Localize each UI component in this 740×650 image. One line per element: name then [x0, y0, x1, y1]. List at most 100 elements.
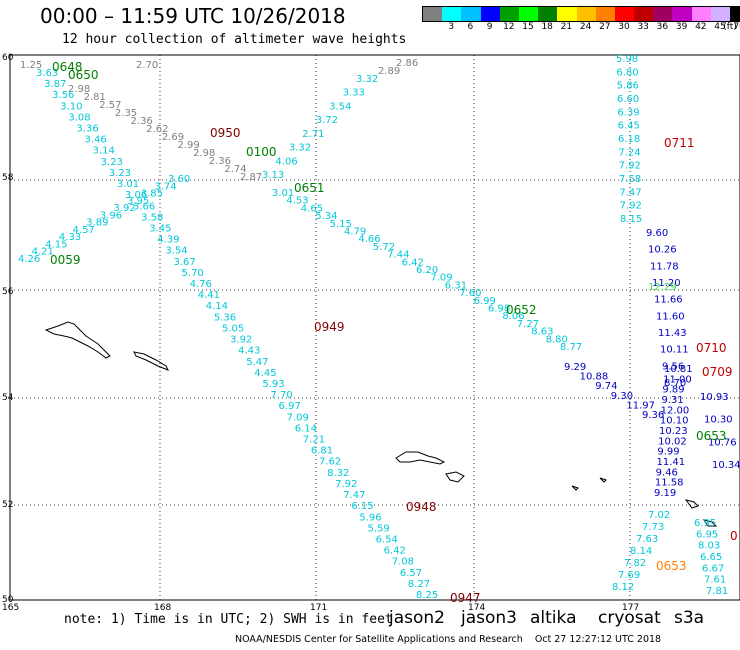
- legend-color-13: [672, 7, 692, 21]
- legend-color-12: [653, 7, 673, 21]
- wave-value-cyan: 6.39: [617, 107, 639, 118]
- wave-value-blue: 10.10: [660, 416, 689, 427]
- wave-value-cyan: 7.60: [459, 288, 481, 299]
- legend-label: 15: [522, 22, 534, 32]
- lat-label: 50: [2, 595, 14, 605]
- wave-value-cyan: 3.66: [133, 201, 155, 212]
- wave-value-cyan: 7.58: [619, 174, 641, 185]
- credit-line: NOAA/NESDIS Center for Satellite Applica…: [235, 634, 661, 645]
- wave-value-blue: 11.97: [626, 400, 655, 411]
- wave-value-blue: 10.93: [700, 392, 729, 403]
- wave-value-cyan: 8.03: [698, 541, 720, 552]
- wave-value-cyan: 8.25: [416, 590, 438, 601]
- credit-agency: NOAA/NESDIS Center for Satellite Applica…: [235, 634, 523, 645]
- legend-label: 18: [541, 22, 553, 32]
- legend-altika: altika: [530, 608, 577, 628]
- legend-label: 39: [675, 22, 688, 32]
- lat-label: 60: [2, 53, 14, 63]
- credit-timestamp: Oct 27 12:27:12 UTC 2018: [534, 634, 662, 645]
- wave-value-cyan: 7.82: [624, 558, 646, 569]
- pass-time-label: 0651: [294, 181, 325, 195]
- legend-color-1: [442, 7, 462, 21]
- wave-value-gray: 2.98: [68, 84, 90, 95]
- wave-value-cyan: 5.86: [617, 81, 639, 92]
- wave-value-blue: 10.11: [660, 345, 689, 356]
- legend-label: 33: [637, 22, 649, 32]
- pass-time-label: 0949: [314, 320, 345, 334]
- wave-value-cyan: 4.06: [275, 156, 297, 167]
- wave-value-blue: 10.23: [659, 426, 688, 437]
- page-subtitle: 12 hour collection of altimeter wave hei…: [62, 32, 407, 47]
- pass-time-label: 0653: [696, 429, 727, 443]
- wave-value-cyan: 3.72: [316, 115, 338, 126]
- wave-value-cyan: 7.47: [619, 187, 641, 198]
- wave-value-cyan: 3.36: [76, 124, 98, 135]
- wave-value-gray: 2.74: [224, 164, 246, 175]
- wave-value-cyan: 6.99: [474, 296, 496, 307]
- legend-label: 12: [503, 22, 515, 32]
- wave-value-cyan: 7.81: [706, 586, 728, 597]
- wave-value-cyan: 5.36: [214, 312, 236, 323]
- pass-time-label: 0653: [656, 559, 687, 573]
- wave-value-cyan: 7.09: [430, 273, 452, 284]
- wave-value-blue: 10.88: [580, 372, 609, 383]
- wave-value-blue: 9.29: [564, 362, 586, 373]
- wave-value-cyan: 4.76: [190, 279, 212, 290]
- pass-time-label: 0711: [664, 136, 695, 150]
- wave-value-cyan: 6.95: [694, 518, 716, 529]
- wave-value-cyan: 6.18: [618, 134, 640, 145]
- wave-value-cyan: 6.20: [416, 265, 438, 276]
- wave-value-gray: 2.35: [115, 108, 137, 119]
- wave-value-cyan: 3.08: [68, 112, 90, 123]
- pass-time-label: 0950: [210, 126, 241, 140]
- color-scale-labels: 36912151821242730333639424570(ft): [422, 22, 740, 34]
- wave-value-cyan: 6.60: [617, 94, 639, 105]
- wave-value-cyan: 3.23: [109, 168, 131, 179]
- wave-value-cyan: 3.01: [272, 188, 294, 199]
- legend-color-16: [730, 7, 740, 21]
- wave-value-blue: 10.26: [648, 245, 677, 256]
- wave-value-cyan: 7.73: [642, 522, 664, 533]
- wave-value-cyan: 4.66: [358, 234, 380, 245]
- wave-value-cyan: 4.79: [344, 227, 366, 238]
- wave-value-cyan: 3.92: [113, 203, 135, 214]
- lon-label: 171: [310, 603, 327, 613]
- wave-value-gray: 2.70: [136, 60, 158, 71]
- pass-time-label: 0652: [506, 303, 537, 317]
- legend-label: 24: [579, 22, 592, 32]
- legend-unit: (ft): [723, 22, 737, 32]
- wave-value-cyan: 7.92: [335, 479, 357, 490]
- wave-value-gray: 2.86: [396, 58, 418, 69]
- wave-value-cyan: 6.14: [295, 423, 317, 434]
- wave-value-blue: 10.76: [708, 437, 737, 448]
- lon-label: 177: [622, 603, 639, 613]
- wave-value-cyan: 6.97: [279, 401, 301, 412]
- legend-jason2: jason2: [389, 608, 445, 628]
- wave-value-cyan: 5.98: [616, 54, 638, 65]
- pass-time-label: 0648: [52, 60, 83, 74]
- wave-value-cyan: 6.57: [400, 568, 422, 579]
- wave-value-blue: 9.36: [642, 410, 664, 421]
- wave-value-gray: 2.99: [177, 140, 199, 151]
- legend-color-4: [499, 7, 519, 21]
- wave-value-blue: 9.74: [595, 381, 617, 392]
- wave-value-cyan: 3.06: [125, 190, 147, 201]
- legend-label: 45: [714, 22, 726, 32]
- wave-value-cyan: 4.45: [254, 368, 276, 379]
- wave-value-cyan: 3.46: [85, 135, 107, 146]
- wave-value-gray: 2.98: [193, 148, 215, 159]
- legend-color-9: [595, 7, 615, 21]
- wave-value-cyan: 7.09: [287, 412, 309, 423]
- island-outline: [702, 519, 718, 527]
- wave-value-cyan: 5.15: [330, 219, 352, 230]
- wave-value-blue: 11.43: [658, 328, 687, 339]
- footer-note: note: 1) Time is in UTC; 2) SWH is in fe…: [64, 612, 393, 627]
- wave-value-cyan: 3.56: [52, 90, 74, 101]
- wave-value-cyan: 3.58: [141, 212, 163, 223]
- wave-value-cyan: 7.63: [636, 534, 658, 545]
- legend-label: 27: [599, 22, 611, 32]
- wave-value-cyan: 7.92: [619, 161, 641, 172]
- wave-value-blue: 8.70: [664, 378, 686, 389]
- legend-label: 36: [656, 22, 669, 32]
